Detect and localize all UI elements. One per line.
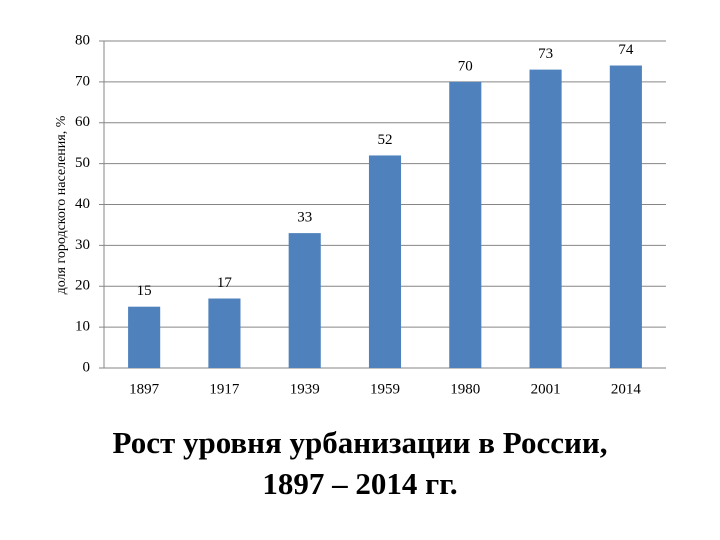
x-tick-label: 1980	[450, 381, 480, 397]
data-label: 73	[538, 46, 553, 62]
bar	[128, 306, 161, 368]
x-tick-label: 1959	[370, 381, 400, 397]
data-label: 52	[378, 132, 393, 148]
y-tick-label: 20	[75, 278, 90, 294]
bar	[208, 298, 241, 368]
data-label: 17	[217, 275, 233, 291]
x-tick-label: 1939	[290, 381, 320, 397]
data-label: 15	[137, 283, 152, 299]
y-tick-label: 0	[83, 359, 91, 375]
y-axis-label: доля городского населения, %	[54, 115, 69, 294]
x-tick-label: 2014	[611, 381, 642, 397]
bar	[449, 81, 482, 368]
bar	[368, 155, 402, 368]
x-tick-label: 2001	[531, 381, 561, 397]
chart-title: 1897 – 2014 гг.	[262, 466, 457, 501]
data-label: 74	[618, 42, 634, 58]
y-tick-label: 70	[75, 73, 90, 89]
bar	[529, 69, 562, 369]
y-tick-label: 40	[75, 196, 90, 212]
x-tick-label: 1897	[129, 381, 160, 397]
y-tick-label: 60	[75, 114, 90, 130]
y-tick-label: 80	[75, 32, 90, 48]
bar	[288, 233, 321, 368]
data-label: 33	[297, 210, 312, 226]
data-label: 70	[458, 58, 473, 74]
y-tick-label: 50	[75, 155, 90, 171]
bar	[609, 65, 642, 369]
x-tick-label: 1917	[209, 381, 240, 397]
y-tick-label: 30	[75, 237, 90, 253]
y-tick-label: 10	[75, 319, 90, 335]
chart-title: Рост уровня урбанизации в России,	[113, 425, 608, 460]
